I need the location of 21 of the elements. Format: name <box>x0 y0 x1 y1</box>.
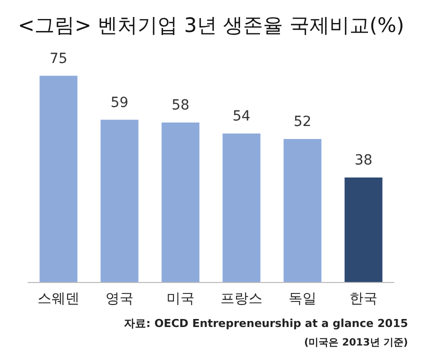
data-label: 59 <box>110 94 128 111</box>
x-tick-label: 스웨덴 <box>38 291 80 307</box>
bar <box>100 120 138 282</box>
x-tick-label: 독일 <box>288 291 316 307</box>
x-tick-label: 미국 <box>166 291 194 307</box>
data-label: 38 <box>354 152 372 168</box>
bar <box>284 139 322 282</box>
text: 자료: OECD Entrepreneurship at a glance 2015 <box>124 317 408 330</box>
data-label: 54 <box>232 108 250 124</box>
bar <box>162 122 200 282</box>
text: (미국은 2013년 기준) <box>304 338 408 348</box>
x-tick-label: 영국 <box>106 291 134 307</box>
data-label: 75 <box>50 50 68 67</box>
x-tick-label: 프랑스 <box>220 291 262 307</box>
bar <box>222 134 260 282</box>
bar <box>40 76 78 282</box>
chart-title: <그림> 벤처기업 3년 생존율 국제비교(%) <box>18 13 404 37</box>
data-label: 58 <box>172 98 190 114</box>
bar <box>344 178 382 282</box>
x-tick-label: 한국 <box>350 291 378 307</box>
data-label: 52 <box>294 114 312 130</box>
